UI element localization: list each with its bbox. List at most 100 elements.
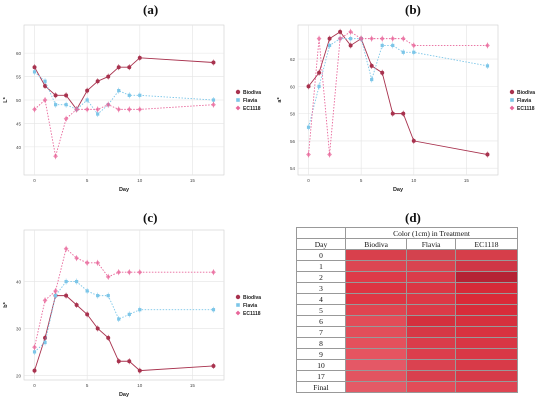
color-cell <box>406 348 457 360</box>
data-point <box>117 89 121 93</box>
x-tick-label: 5 <box>86 178 89 183</box>
y-tick-label: 62 <box>290 57 296 62</box>
y-tick-label: 58 <box>290 112 296 117</box>
table-row: Final <box>296 381 518 393</box>
color-cell <box>406 282 457 294</box>
color-cell <box>455 271 518 283</box>
color-cell <box>455 348 518 360</box>
y-tick-label: 50 <box>16 98 22 103</box>
data-point <box>138 308 142 312</box>
color-cell <box>344 293 408 305</box>
legend-label: Flavia <box>517 98 531 104</box>
color-cell <box>406 293 457 305</box>
data-point <box>338 29 343 34</box>
table-row: 10 <box>296 359 518 371</box>
data-point <box>327 36 332 41</box>
row-day-label: 7 <box>296 326 346 338</box>
data-point <box>53 153 58 159</box>
data-point <box>316 36 322 42</box>
data-point <box>117 317 121 321</box>
column-header-flavia: Flavia <box>406 238 457 250</box>
data-point <box>85 289 89 293</box>
legend-label: Biodiva <box>517 90 535 96</box>
row-day-label: 0 <box>296 249 346 261</box>
x-axis-label: Day <box>119 187 130 193</box>
legend-label: Flavia <box>243 303 257 309</box>
table-row: 5 <box>296 304 518 316</box>
series-line <box>308 38 488 128</box>
plot-area <box>23 229 225 381</box>
data-point <box>317 70 322 75</box>
data-point <box>411 138 416 143</box>
x-tick-label: 0 <box>307 178 310 183</box>
data-point <box>327 152 332 157</box>
panel-label-b: (b) <box>405 2 421 17</box>
y-axis-label: a* <box>277 97 283 103</box>
plot-area <box>297 24 499 176</box>
data-point <box>95 79 100 84</box>
panel-label-a: (a) <box>143 2 159 17</box>
table-row: 1 <box>296 260 518 272</box>
data-point <box>43 335 48 340</box>
x-tick-label: 10 <box>411 178 417 183</box>
data-point <box>369 36 375 42</box>
row-day-label: 9 <box>296 348 346 360</box>
data-point <box>126 106 132 112</box>
color-cell <box>406 381 457 393</box>
column-header-ec1118: EC1118 <box>455 238 518 250</box>
y-tick-label: 20 <box>16 373 22 378</box>
color-cell <box>455 326 518 338</box>
color-table: Color (1cm) in Treatment Day Biodiva Fla… <box>296 227 518 393</box>
legend-marker <box>509 105 515 111</box>
table-row: 8 <box>296 337 518 349</box>
data-point <box>370 77 374 82</box>
color-cell <box>406 249 457 261</box>
series-line <box>308 31 488 155</box>
panel-label-d: (d) <box>405 210 421 225</box>
color-cell <box>455 315 518 327</box>
series-line <box>34 71 214 115</box>
legend-label: EC1118 <box>517 106 535 112</box>
y-tick-label: 45 <box>16 121 22 126</box>
color-cell <box>406 337 457 349</box>
legend-label: Biodiva <box>243 295 261 301</box>
data-point <box>485 43 490 48</box>
column-header-day: Day <box>296 238 346 250</box>
data-point <box>337 36 343 42</box>
x-axis-label: Day <box>393 187 404 193</box>
data-point <box>43 83 48 88</box>
data-point <box>411 43 417 48</box>
data-point <box>96 294 100 298</box>
data-point <box>96 112 100 116</box>
color-cell <box>344 304 408 316</box>
color-cell <box>344 381 408 393</box>
data-point <box>85 98 89 102</box>
row-day-label: 4 <box>296 293 346 305</box>
data-point <box>137 55 142 60</box>
legend-marker <box>509 89 515 95</box>
x-axis-label: Day <box>119 392 130 398</box>
legend-label: EC1118 <box>243 311 261 317</box>
color-cell <box>344 370 408 382</box>
color-cell <box>406 271 457 283</box>
data-point <box>63 246 69 252</box>
data-point <box>137 368 142 373</box>
data-point <box>32 106 37 112</box>
data-point <box>485 152 490 157</box>
x-tick-label: 15 <box>190 383 196 388</box>
table-row: 7 <box>296 326 518 338</box>
data-point <box>116 65 121 70</box>
data-point <box>138 93 142 97</box>
data-point <box>95 106 101 112</box>
y-tick-label: 40 <box>16 280 22 285</box>
y-axis-label: b* <box>3 301 9 307</box>
data-point <box>127 93 131 97</box>
x-tick-label: 5 <box>86 383 89 388</box>
data-point <box>64 93 69 98</box>
color-cell <box>344 359 408 371</box>
row-day-label: 2 <box>296 271 346 283</box>
data-point <box>401 50 405 54</box>
data-point <box>317 84 321 88</box>
y-tick-label: 40 <box>16 145 22 150</box>
row-day-label: 6 <box>296 315 346 327</box>
